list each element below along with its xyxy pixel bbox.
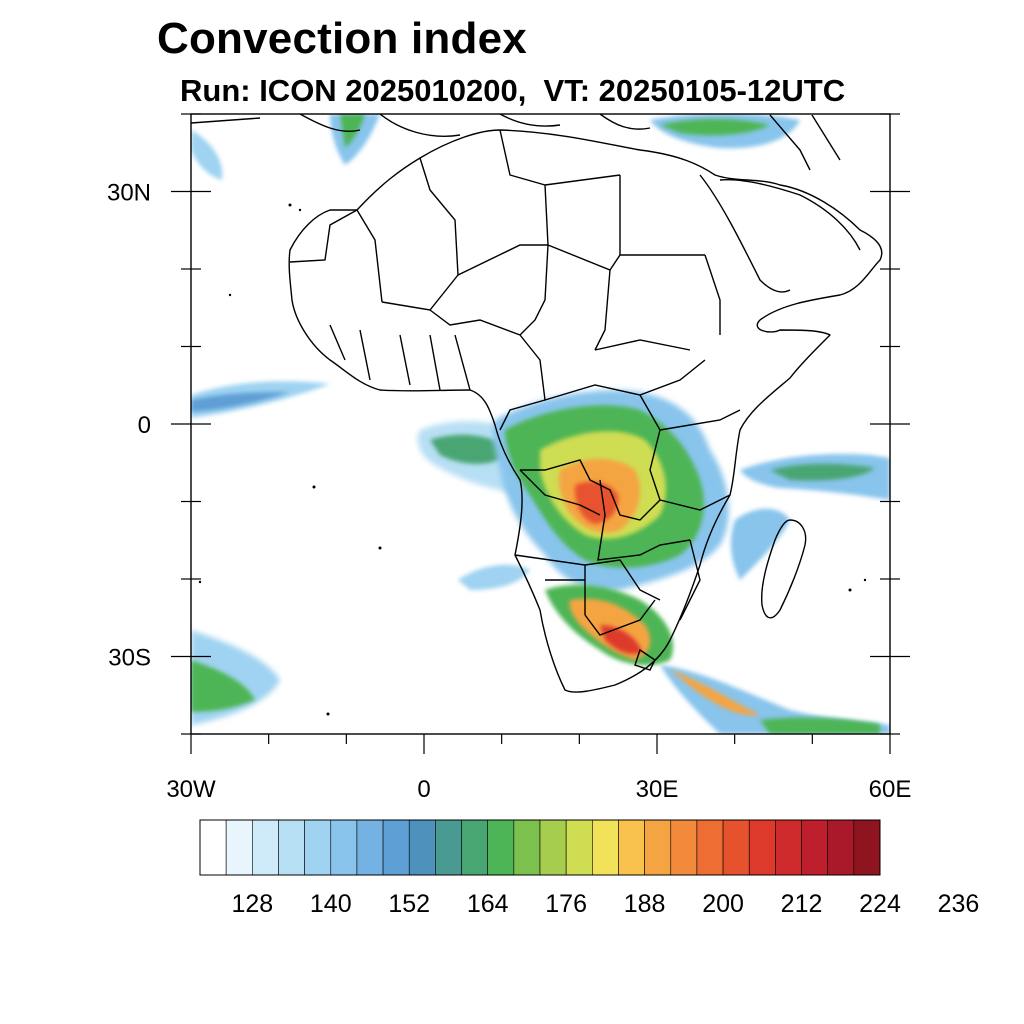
colorbar-label: 176 [545, 890, 587, 918]
colorbar-swatch [592, 819, 619, 876]
colorbar-label: 188 [624, 890, 666, 918]
colorbar-label: 200 [702, 890, 744, 918]
colorbar-swatch [278, 819, 305, 876]
colorbar-label: 152 [388, 890, 430, 918]
colorbar-swatch [461, 819, 488, 876]
colorbar-swatch [252, 819, 279, 876]
x-tick-label: 0 [417, 776, 430, 803]
y-tick-label: 30N [107, 180, 151, 207]
colorbar-swatch [513, 819, 541, 876]
colorbar-swatch [408, 819, 436, 876]
x-tick-label: 30E [636, 776, 679, 803]
colorbar-label: 224 [859, 890, 901, 918]
colorbar-swatch [670, 819, 698, 876]
colorbar-swatch [565, 819, 593, 876]
colorbar-label: 212 [781, 890, 823, 918]
colorbar-swatch [827, 819, 855, 876]
colorbar-label: 128 [231, 890, 273, 918]
colorbar [199, 819, 881, 876]
colorbar-swatch [199, 819, 227, 876]
colorbar-swatch [356, 819, 384, 876]
map-title: Convection index [157, 14, 527, 63]
colorbar-label: 236 [938, 890, 980, 918]
colorbar-swatch [853, 819, 881, 876]
colorbar-swatch [435, 819, 462, 876]
country-borders [289, 129, 741, 671]
colorbar-swatch [722, 819, 750, 876]
coastline [191, 114, 883, 693]
colorbar-swatch [801, 819, 828, 876]
y-tick-label: 0 [138, 412, 151, 439]
colorbar-frame [199, 819, 881, 876]
colorbar-label: 164 [467, 890, 509, 918]
colorbar-swatch [304, 819, 332, 876]
axis-ticks [171, 113, 910, 754]
colorbar-swatch [748, 819, 776, 876]
colorbar-label: 140 [310, 890, 352, 918]
colorbar-swatch [330, 819, 358, 876]
colorbar-swatch [382, 819, 410, 876]
colorbar-swatch [225, 819, 253, 876]
colorbar-swatch [775, 819, 802, 876]
y-tick-label: 30S [108, 645, 151, 672]
colorbar-swatch [618, 819, 645, 876]
map-plot-area [191, 114, 890, 734]
colorbar-swatch [539, 819, 567, 876]
colorbar-labels: 128 140 152 164 176 188 200 212 224 236 [231, 890, 979, 918]
colorbar-swatch [644, 819, 672, 876]
map-subtitle: Run: ICON 2025010200, VT: 20250105-12UTC [180, 73, 846, 108]
x-tick-label: 60E [869, 776, 912, 803]
islands [198, 203, 867, 716]
x-tick-label: 30W [166, 776, 216, 803]
colorbar-swatch [696, 819, 724, 876]
colorbar-swatch [487, 819, 515, 876]
axis-tick-labels: 30N 0 30S 30W 0 30E 60E [107, 180, 911, 804]
